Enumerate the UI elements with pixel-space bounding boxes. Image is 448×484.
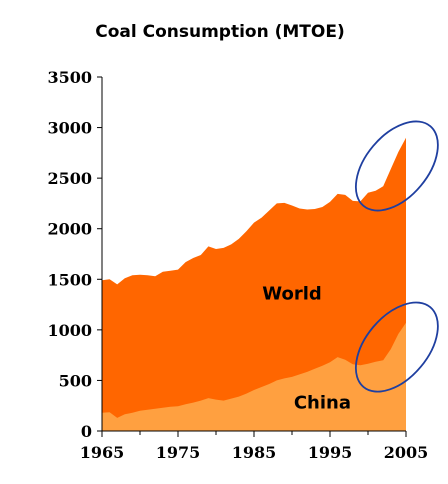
x-tick-label: 1995: [308, 443, 353, 462]
y-tick-label: 3500: [47, 68, 92, 87]
y-tick-label: 1000: [47, 321, 92, 340]
axes: [97, 76, 407, 437]
y-tick-labels: 0 500 1000 1500 2000 2500 3000 3500: [47, 68, 92, 441]
y-tick-label: 2500: [47, 169, 92, 188]
chart-title: Coal Consumption (MTOE): [95, 22, 345, 42]
y-axis-label: Million Tonnes Oil Equivalent: [23, 161, 38, 347]
area-world: [102, 137, 406, 431]
series-label-china: China: [294, 393, 351, 414]
x-tick-labels: 1965 1975 1985 1995 2005: [80, 443, 429, 462]
x-tick-label: 1985: [232, 443, 277, 462]
area-china: [102, 322, 406, 431]
series-label-world: World: [262, 284, 322, 305]
y-tick-label: 500: [59, 371, 92, 390]
y-tick-label: 3000: [47, 119, 92, 138]
area-labels: World China: [262, 284, 351, 414]
x-tick-label: 2005: [384, 443, 429, 462]
y-tick-label: 0: [81, 422, 92, 441]
plot-areas: [102, 137, 406, 431]
x-tick-label: 1965: [80, 443, 125, 462]
y-tick-label: 1500: [47, 270, 92, 289]
y-tick-label: 2000: [47, 220, 92, 239]
annotation-ellipse-china: [354, 301, 439, 393]
annotation-ellipse-world: [354, 120, 439, 212]
x-tick-label: 1975: [156, 443, 201, 462]
annotation-ellipses: [354, 120, 439, 393]
